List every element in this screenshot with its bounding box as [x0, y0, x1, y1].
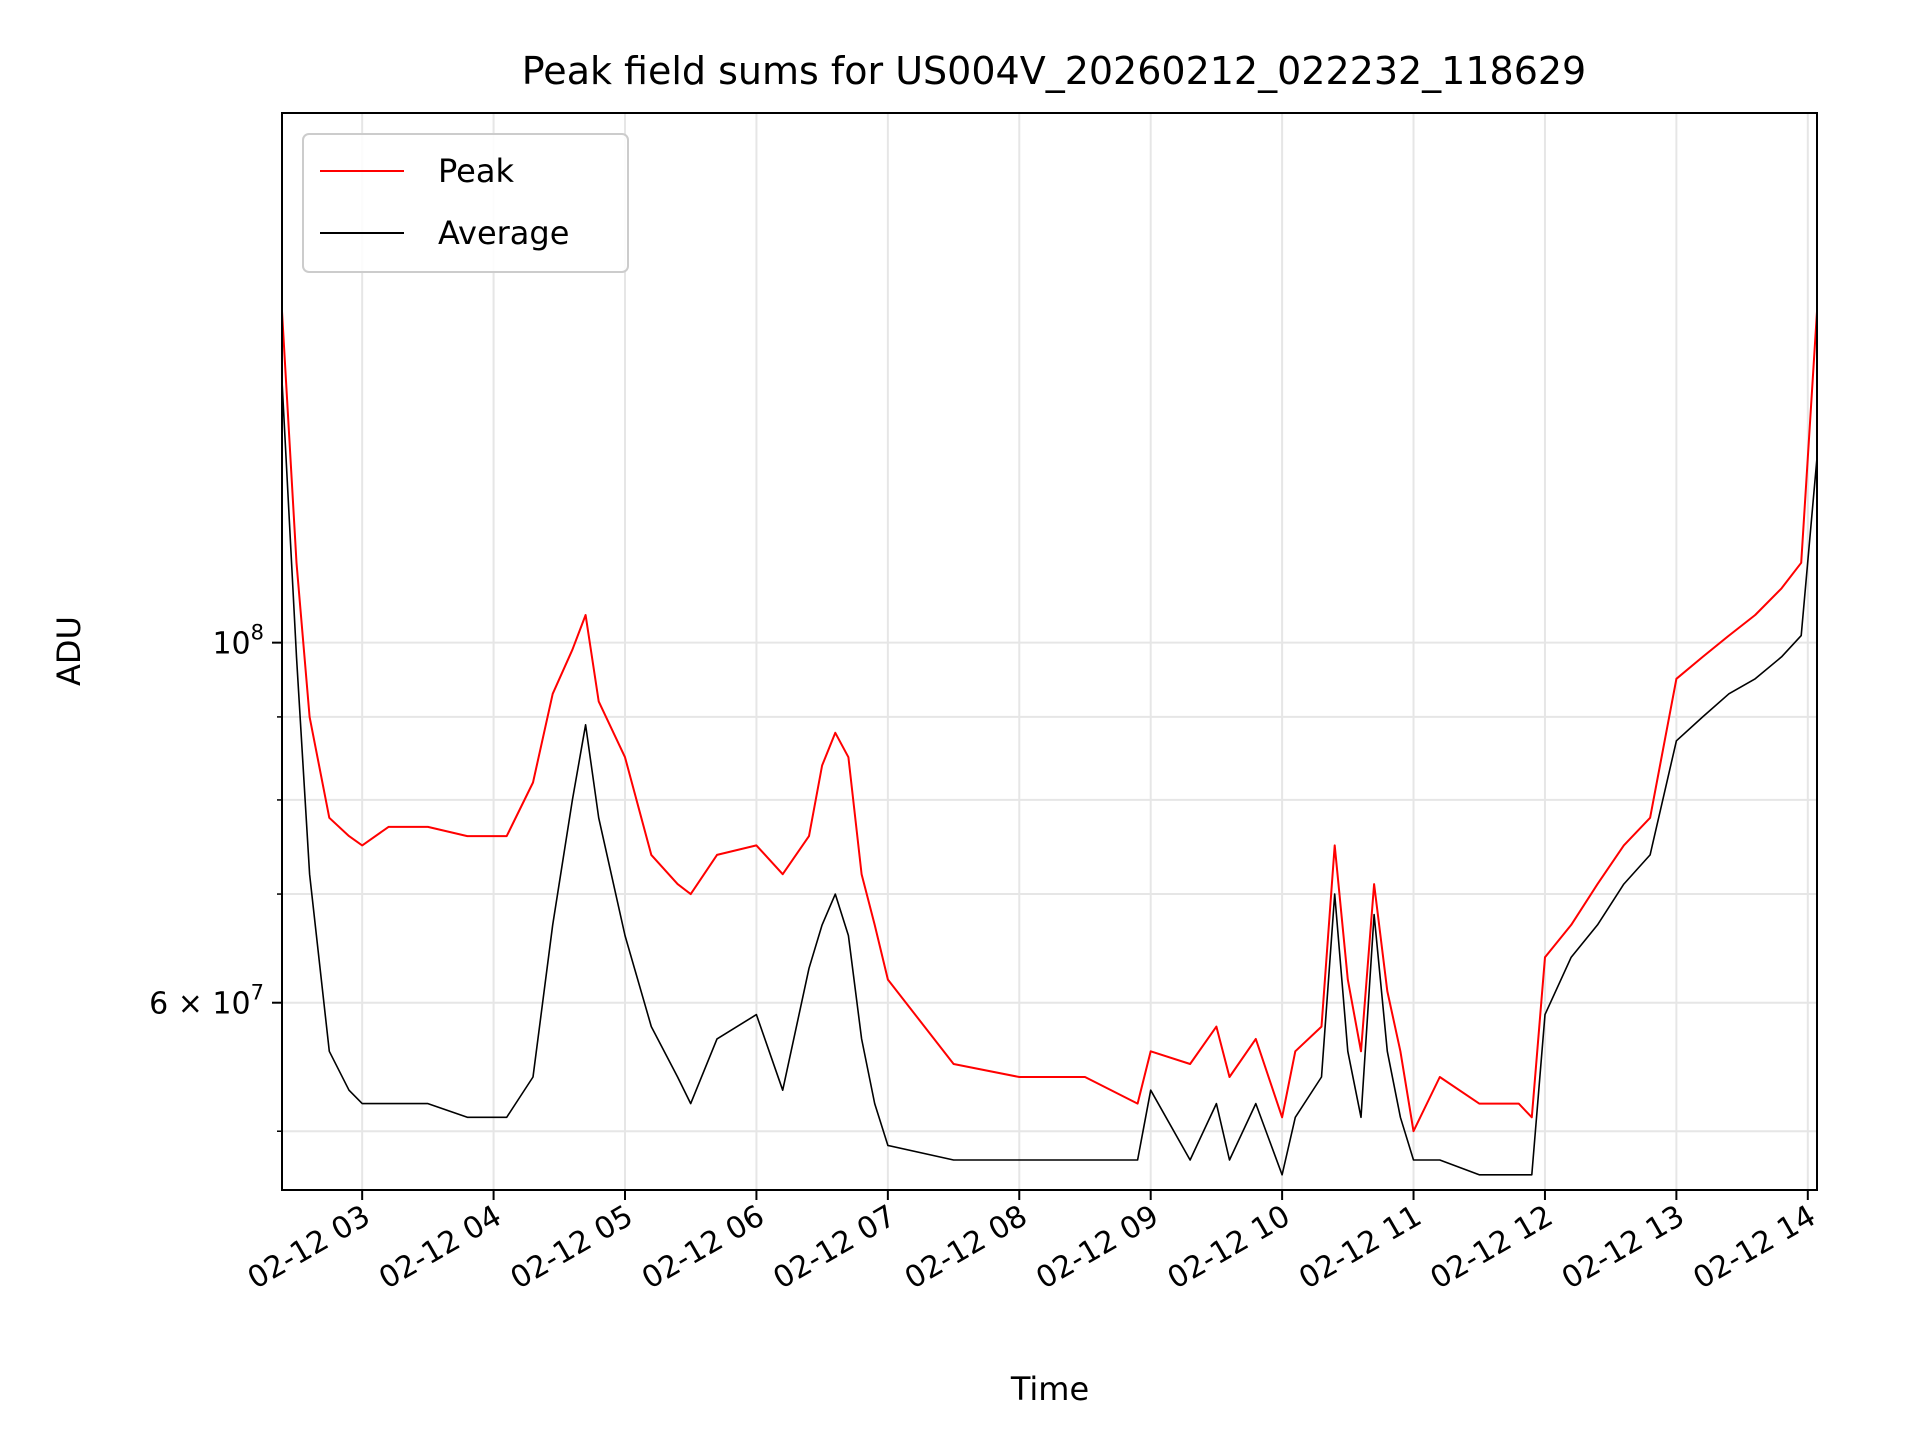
- legend-label-peak: Peak: [438, 152, 514, 190]
- plot-area-frame: [281, 112, 1818, 1191]
- series-layer: [281, 311, 1818, 1176]
- legend-label-average: Average: [438, 214, 569, 252]
- y-axis-title: ADU: [50, 616, 88, 686]
- series-line-average: [281, 380, 1818, 1176]
- y-tick-label: 108: [212, 621, 264, 662]
- legend-box: [302, 133, 629, 273]
- legend: Peak Average: [302, 133, 629, 273]
- y-axis: 6 × 107 108: [149, 621, 282, 1132]
- chart-title: Peak field sums for US004V_20260212_0222…: [522, 49, 1586, 93]
- y-tick-label: 6 × 107: [149, 981, 264, 1022]
- grid-layer: [282, 113, 1817, 1190]
- series-line-peak: [281, 311, 1818, 1133]
- x-axis-title: Time: [1010, 1370, 1089, 1408]
